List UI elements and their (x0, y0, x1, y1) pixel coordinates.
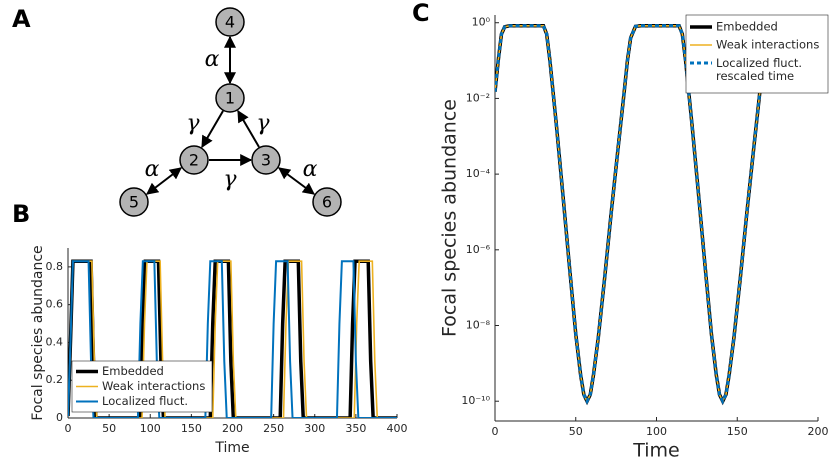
y-tick-label: 0.6 (46, 298, 64, 311)
series-line (68, 260, 397, 418)
y-tick-label: 10⁰ (472, 16, 491, 29)
y-tick-label: 10⁻⁸ (466, 319, 491, 332)
node (215, 7, 245, 37)
chart: C 0 50 100 150 200 10⁰ 10⁻² 10⁻⁴ 10⁻⁶ 10⁻⁸ 10⁻¹⁰ Tim… (412, 0, 829, 460)
node (312, 187, 342, 217)
node-label: 4 (225, 13, 235, 32)
y-tick-label: 10⁻¹⁰ (461, 394, 490, 407)
y-tick-label: 10⁻² (466, 91, 490, 104)
node-label: 1 (225, 89, 235, 108)
y-tick-label: 0.4 (46, 335, 64, 348)
legend-label: Weak interactions (102, 379, 205, 393)
x-tick-label: 50 (102, 422, 116, 435)
series-line (495, 24, 768, 405)
x-tick-label: 200 (222, 422, 243, 435)
x-tick-label: 100 (646, 425, 667, 438)
network-diagram: A 4 1 2 3 5 6 α γ γ γ α α (12, 5, 342, 217)
y-tick-label: 0.8 (46, 260, 64, 273)
edge (146, 167, 182, 195)
series-line (68, 260, 397, 418)
x-tick-label: 50 (569, 425, 583, 438)
legend-label: Localized fluct. rescaled time (716, 56, 802, 83)
y-axis-label: Focal species abundance (30, 245, 46, 420)
node-label: 2 (189, 151, 199, 170)
edge-label: γ (256, 111, 270, 136)
x-tick-label: 350 (345, 422, 366, 435)
node-label: 6 (322, 193, 332, 212)
edge-label: α (303, 157, 318, 182)
edge-label: α (145, 157, 160, 182)
edge (278, 167, 315, 195)
y-tick-label: 10⁻⁴ (466, 167, 491, 180)
node (251, 145, 281, 175)
x-tick-label: 100 (140, 422, 161, 435)
y-tick-label: 0 (56, 411, 63, 424)
x-tick-label: 300 (304, 422, 325, 435)
x-tick-label: 200 (808, 425, 829, 438)
x-tick-label: 400 (387, 422, 408, 435)
panel-label: A (12, 5, 31, 33)
x-tick-label: 250 (263, 422, 284, 435)
node-label: 5 (129, 193, 139, 212)
x-axis-label: Time (214, 440, 249, 456)
node (119, 187, 149, 217)
legend-box (71, 360, 213, 413)
x-tick-label: 150 (181, 422, 202, 435)
edge-label: α (205, 47, 220, 72)
chart: B 0 50 100 150 200 250 300 350 400 0 0.2 0.4 0.6 0.8 Ti… (12, 200, 408, 456)
node (215, 83, 245, 113)
x-axis-label: Time (632, 440, 680, 460)
legend-label: Weak interactions (716, 38, 819, 52)
edge (237, 109, 260, 148)
legend-label: Localized fluct. (102, 394, 188, 408)
node-label: 3 (261, 151, 271, 170)
edge-label: γ (186, 111, 200, 136)
x-tick-label: 0 (65, 422, 72, 435)
y-tick-label: 0.2 (46, 373, 64, 386)
edge-label: γ (223, 167, 237, 192)
legend-label: Embedded (716, 20, 778, 34)
node (179, 145, 209, 175)
panel-label: B (12, 200, 30, 228)
y-tick-label: 10⁻⁶ (466, 243, 491, 256)
x-tick-label: 0 (492, 425, 499, 438)
edge (201, 110, 224, 149)
panel-label: C (412, 0, 430, 27)
x-tick-label: 150 (727, 425, 748, 438)
y-axis-label: Focal species abundance (439, 99, 461, 337)
legend-label: Embedded (102, 364, 164, 378)
